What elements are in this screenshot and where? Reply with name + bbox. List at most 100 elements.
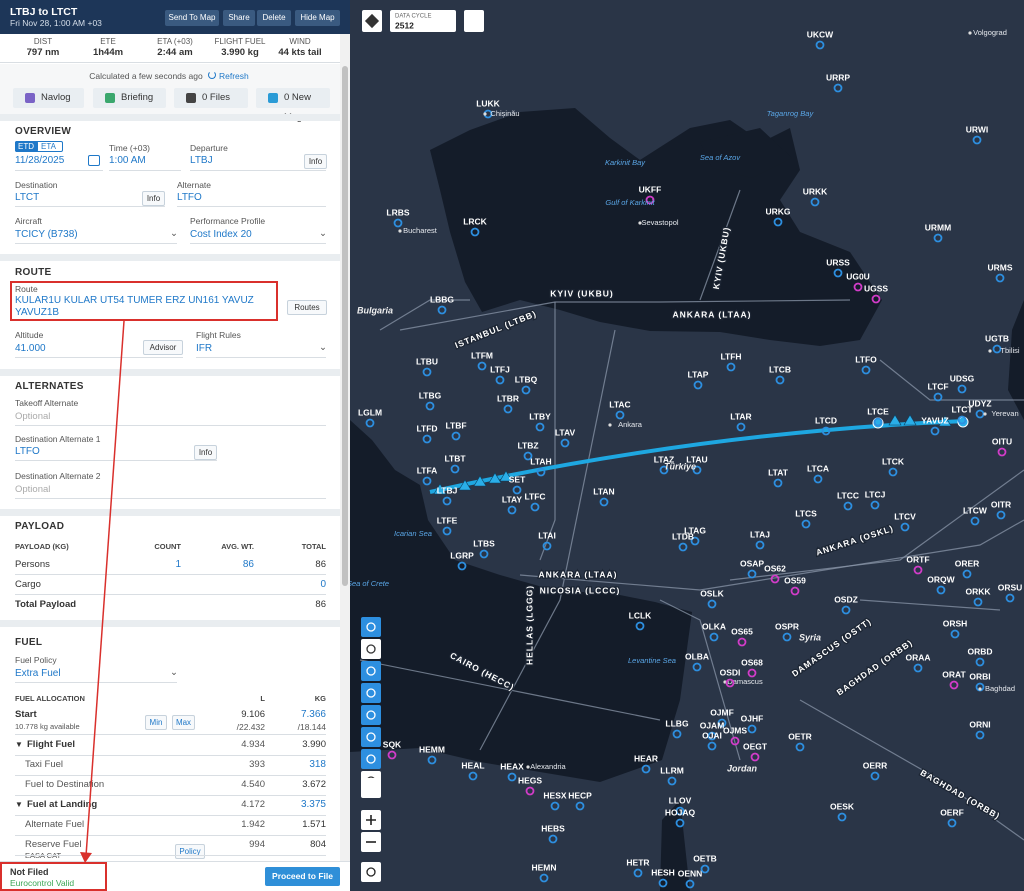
airport-marker [933, 392, 943, 402]
ruler-button[interactable] [464, 10, 484, 32]
payload-total: 86 [315, 559, 326, 570]
stat-value: 3.990 kg [221, 47, 259, 58]
airport-label: UGSS [864, 283, 888, 293]
data-cycle-label: DATA CYCLE [395, 14, 431, 20]
airport-label: LTFM [471, 350, 493, 360]
tab-icon [186, 93, 196, 103]
airport-label: LTCB [769, 364, 791, 374]
route-text: YAVUZ1B [15, 307, 60, 318]
stat-label: FLIGHT FUEL [214, 37, 266, 46]
airport-marker [709, 632, 719, 642]
mediterranean [350, 420, 692, 782]
header-button[interactable]: Delete [257, 10, 291, 26]
routes-button[interactable]: Routes [287, 300, 327, 315]
chevron: ⌄ [170, 228, 178, 239]
map-tool[interactable] [361, 705, 381, 725]
etd: ETD [18, 142, 34, 151]
airport-label: OLBA [685, 651, 709, 661]
map-tool[interactable] [361, 749, 381, 769]
map-tool[interactable] [361, 617, 381, 637]
water-label: Taganrog Bay [767, 109, 815, 118]
airport-marker [692, 465, 702, 475]
underline [15, 498, 326, 499]
calendar-icon[interactable] [88, 155, 100, 166]
min-button[interactable]: Min [145, 715, 167, 730]
airport-marker [615, 410, 625, 420]
airport-label: ORAT [942, 669, 966, 679]
map-tool[interactable] [361, 727, 381, 747]
locate-button[interactable] [361, 862, 381, 882]
airport-label: LTAZ [654, 454, 674, 464]
field-label: Destination [15, 180, 58, 190]
airport-marker [801, 519, 811, 529]
stat-value: 2:44 am [157, 47, 193, 58]
tab-label: Briefing [121, 92, 154, 103]
tab-button[interactable]: Briefing [93, 88, 166, 108]
map-tool[interactable] [361, 639, 381, 659]
underline [15, 835, 326, 836]
map-tool[interactable] [361, 683, 381, 703]
tab-button[interactable]: 0 Files [174, 88, 248, 108]
info-button[interactable]: Info [194, 445, 217, 460]
info-button[interactable]: Info [142, 191, 165, 206]
tool-icon [366, 710, 376, 720]
fuel-l: 1.942 [241, 819, 265, 830]
airport-marker [437, 305, 447, 315]
status-highlight [0, 862, 107, 891]
airport-marker [535, 422, 545, 432]
water-label: Karkinit Bay [605, 158, 646, 167]
city-label: Ankara [618, 420, 643, 429]
underline [15, 755, 326, 756]
airport-marker [795, 742, 805, 752]
airport-label: LTBT [444, 453, 466, 463]
airport-marker [861, 365, 871, 375]
airport-label: HEAX [500, 761, 524, 771]
profile: Cost Index 20 [190, 229, 252, 240]
airport-marker [678, 542, 688, 552]
airport-label: LTFO [855, 354, 877, 364]
airport-label: OITR [991, 499, 1011, 509]
advisor-button[interactable]: Advisor [143, 340, 183, 355]
airport-marker [913, 663, 923, 673]
heliport-marker [770, 574, 780, 584]
region-label: Türkiye [664, 461, 696, 471]
map-tool[interactable] [361, 661, 381, 681]
header-button[interactable]: Share [223, 10, 255, 26]
airport-label: LCLK [629, 610, 653, 620]
scroll-thumb[interactable] [342, 66, 348, 586]
airport-label: HECP [568, 790, 592, 800]
airport-marker [548, 834, 558, 844]
header-button[interactable]: Send To Map [165, 10, 219, 26]
fuel-kg: 1.571 [302, 819, 326, 830]
title: LTBJ to LTCT [10, 6, 78, 18]
airport-label: LRCK [463, 216, 487, 226]
airport-label: OETR [788, 731, 812, 741]
header-button[interactable]: Hide Map [295, 10, 340, 26]
airport-marker [1005, 593, 1015, 603]
airport-marker [523, 451, 533, 461]
red-sea [660, 800, 690, 891]
max-button[interactable]: Max [172, 715, 195, 730]
tab-button[interactable]: 0 New Msg [256, 88, 330, 123]
sea-of-azov [700, 128, 792, 178]
heliport-marker [525, 786, 535, 796]
tab-icon [268, 93, 278, 103]
airport-marker [736, 422, 746, 432]
info-button[interactable]: Info [304, 154, 327, 169]
airport-label: URRP [826, 72, 850, 82]
measure-button[interactable] [361, 778, 381, 798]
policy-button[interactable]: Policy [175, 844, 205, 859]
airport-marker [992, 344, 1002, 354]
fir-boundary [659, 599, 741, 761]
airport-marker [450, 464, 460, 474]
fuel-kg: 804 [310, 839, 326, 850]
airport-label: OSPR [775, 621, 799, 631]
airport-label: LTCD [815, 415, 837, 425]
airport-label: LLRM [660, 765, 684, 775]
airport-marker [635, 621, 645, 631]
proceed-button[interactable]: Proceed to File [265, 867, 340, 886]
data-cycle-select[interactable] [390, 10, 456, 32]
underline [177, 206, 326, 207]
airport-label: URSS [826, 257, 850, 267]
tab-button[interactable]: Navlog [13, 88, 84, 108]
